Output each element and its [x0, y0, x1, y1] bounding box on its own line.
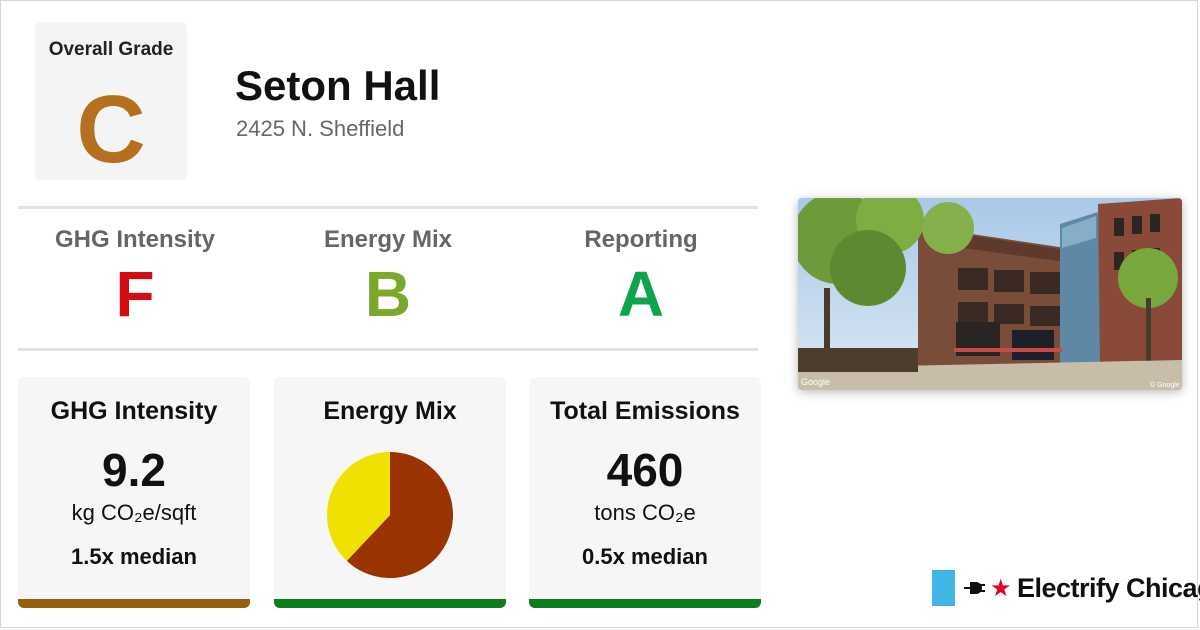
ghg-intensity-card: GHG Intensity 9.2 kg CO₂e/sqft 1.5x medi… [18, 377, 250, 608]
card-accent-bar [274, 599, 506, 608]
electrify-chicago-logo[interactable]: ★ Electrify Chicago [932, 570, 1200, 606]
card-title: Total Emissions [550, 397, 740, 425]
card-median: 1.5x median [71, 544, 197, 569]
grade-energy-mix: Energy Mix B [271, 222, 505, 330]
grade-letter: B [364, 258, 412, 330]
divider-middle [18, 348, 758, 351]
pie-slice-0 [346, 452, 453, 578]
grade-label: Reporting [584, 226, 698, 253]
pie-slice-1 [327, 452, 390, 561]
card-value: 9.2 [102, 444, 166, 496]
building-name: Seton Hall [235, 62, 441, 109]
building-street-view-photo: Google © Google [798, 198, 1182, 390]
star-icon: ★ [990, 575, 1012, 602]
total-emissions-card: Total Emissions 460 tons CO₂e 0.5x media… [529, 377, 761, 608]
card-value: 460 [606, 444, 684, 496]
brand-name: Electrify Chicago [1017, 573, 1200, 603]
divider-top [18, 206, 758, 209]
building-address: 2425 N. Sheffield [236, 116, 405, 141]
card-title: GHG Intensity [50, 397, 218, 425]
card-accent-bar [18, 599, 250, 608]
overall-grade-letter: C [76, 76, 146, 183]
energy-mix-pie-chart [327, 452, 453, 578]
grade-reporting: Reporting A [524, 222, 758, 330]
photo-watermark-right: © Google [1150, 381, 1180, 389]
plug-icon [964, 582, 985, 594]
overall-grade-box: Overall Grade C [35, 22, 187, 180]
grade-letter: F [115, 258, 155, 330]
grade-label: GHG Intensity [54, 226, 216, 253]
flag-icon [932, 570, 955, 606]
grade-letter: A [617, 258, 665, 330]
overall-grade-label: Overall Grade [48, 39, 174, 60]
grade-label: Energy Mix [323, 226, 453, 253]
card-title: Energy Mix [323, 397, 457, 425]
card-unit: kg CO₂e/sqft [71, 500, 197, 525]
photo-watermark-left: Google [801, 377, 830, 387]
energy-mix-card: Energy Mix [274, 377, 506, 608]
card-median: 0.5x median [582, 544, 708, 569]
grade-ghg-intensity: GHG Intensity F [18, 222, 252, 330]
card-unit: tons CO₂e [594, 500, 696, 525]
card-accent-bar [529, 599, 761, 608]
